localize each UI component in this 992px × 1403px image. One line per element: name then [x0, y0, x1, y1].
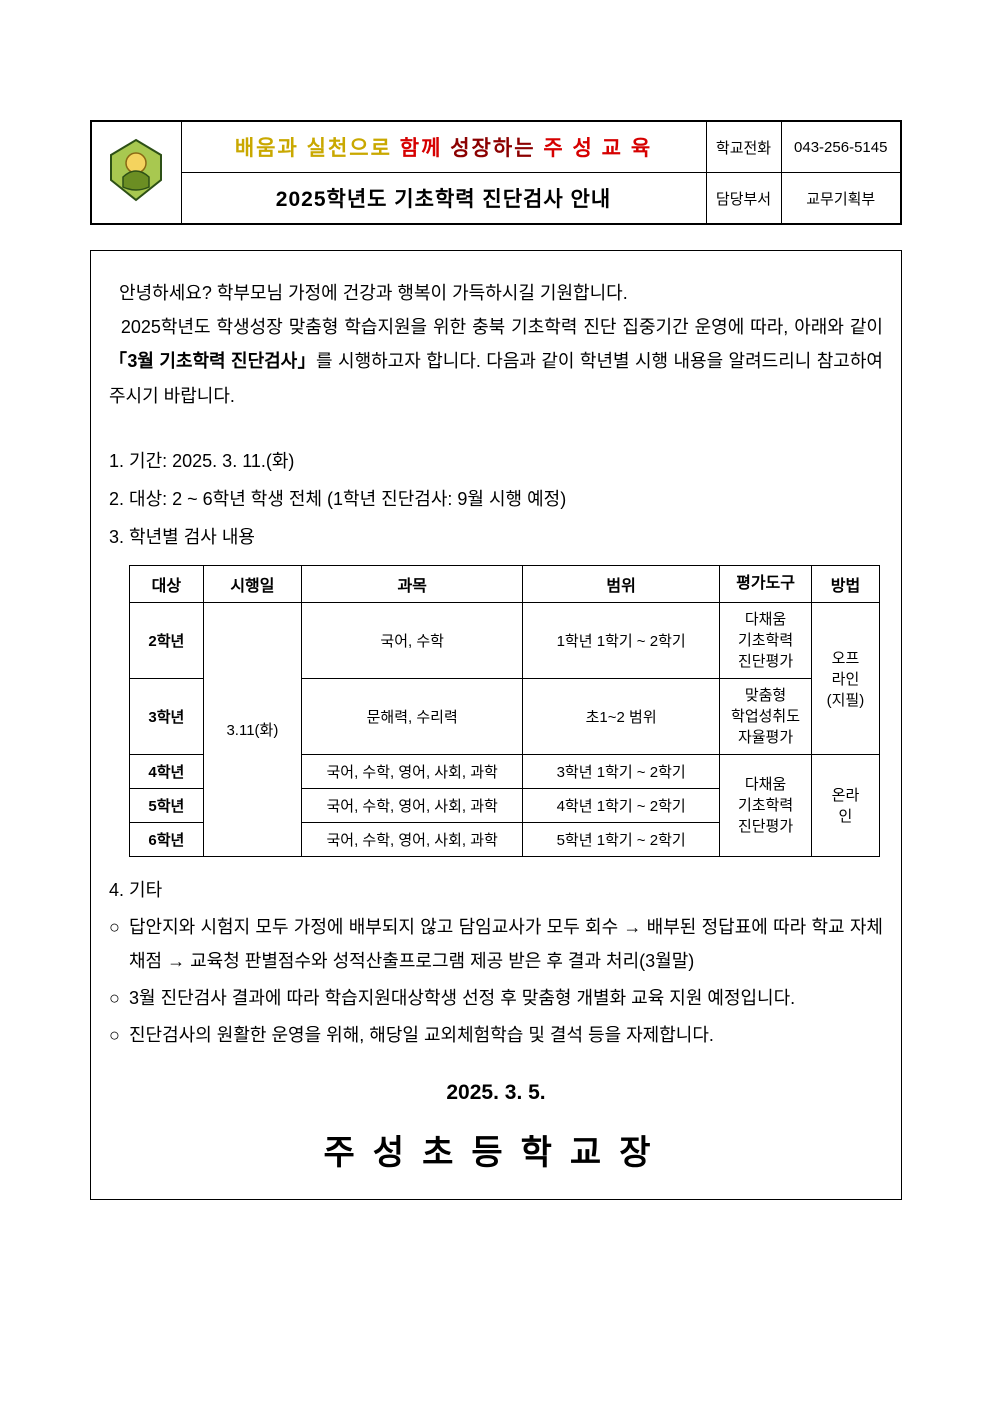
- cell-range: 초1~2 범위: [523, 678, 720, 754]
- note-text: 답안지와 시험지 모두 가정에 배부되지 않고 담임교사가 모두 회수 → 배부…: [129, 910, 883, 978]
- slogan-part1: 배움과 실천으로: [235, 137, 392, 160]
- slogan-part4: 주 성 교 육: [543, 137, 652, 160]
- cell-method: 오프 라인 (지필): [812, 602, 880, 754]
- cell-range: 4학년 1학기 ~ 2학기: [523, 788, 720, 822]
- document-title: 2025학년도 기초학력 진단검사 안내: [181, 173, 706, 225]
- th-date: 시행일: [203, 565, 301, 602]
- cell-target: 3학년: [130, 678, 204, 754]
- cell-tool: 다채움 기초학력 진단평가: [719, 602, 811, 678]
- th-method: 방법: [812, 565, 880, 602]
- signature: 주성초등학교장: [109, 1125, 883, 1174]
- cell-range: 5학년 1학기 ~ 2학기: [523, 822, 720, 856]
- cell-subject: 국어, 수학, 영어, 사회, 과학: [302, 822, 523, 856]
- section-3: 3. 학년별 검사 내용: [109, 519, 883, 555]
- intro-line2a: 2025학년도 학생성장 맞춤형 학습지원을 위한 충북 기초학력 진단 집중기…: [121, 317, 883, 337]
- grade-test-table: 대상 시행일 과목 범위 평가도구 방법 2학년 3.11(화) 국어, 수학 …: [129, 565, 880, 857]
- intro-emphasis: 「3월 기초학력 진단검사」: [109, 351, 316, 371]
- note-text: 3월 진단검사 결과에 따라 학습지원대상학생 선정 후 맞춤형 개별화 교육 …: [129, 981, 883, 1015]
- list-section: 1. 기간: 2025. 3. 11.(화) 2. 대상: 2 ~ 6학년 학생…: [109, 443, 883, 555]
- intro-paragraph: 안녕하세요? 학부모님 가정에 건강과 행복이 가득하시길 기원합니다. 202…: [109, 276, 883, 413]
- section-1: 1. 기간: 2025. 3. 11.(화): [109, 443, 883, 479]
- th-subject: 과목: [302, 565, 523, 602]
- slogan-part2: 함께: [400, 137, 443, 160]
- logo-cell: [91, 121, 181, 224]
- cell-method: 온라 인: [812, 754, 880, 856]
- table-row: 2학년 3.11(화) 국어, 수학 1학년 1학기 ~ 2학기 다채움 기초학…: [130, 602, 880, 678]
- slogan: 배움과 실천으로 함께 성장하는 주 성 교 육: [181, 121, 706, 173]
- footer-date: 2025. 3. 5.: [109, 1081, 883, 1105]
- school-logo-icon: [101, 135, 171, 205]
- cell-subject: 국어, 수학, 영어, 사회, 과학: [302, 788, 523, 822]
- cell-subject: 국어, 수학, 영어, 사회, 과학: [302, 754, 523, 788]
- cell-range: 3학년 1학기 ~ 2학기: [523, 754, 720, 788]
- section-4-heading: 4. 기타: [109, 872, 883, 908]
- dept-value: 교무기획부: [781, 173, 901, 225]
- cell-tool: 맞춤형 학업성취도 자율평가: [719, 678, 811, 754]
- cell-target: 4학년: [130, 754, 204, 788]
- intro-line1: 안녕하세요? 학부모님 가정에 건강과 행복이 가득하시길 기원합니다.: [119, 283, 628, 303]
- notes-section: ○ 답안지와 시험지 모두 가정에 배부되지 않고 담임교사가 모두 회수 → …: [109, 910, 883, 1053]
- note-text: 진단검사의 원활한 운영을 위해, 해당일 교외체험학습 및 결석 등을 자제합…: [129, 1018, 883, 1052]
- dept-label: 담당부서: [706, 173, 781, 225]
- table-header-row: 대상 시행일 과목 범위 평가도구 방법: [130, 565, 880, 602]
- cell-tool: 다채움 기초학력 진단평가: [719, 754, 811, 856]
- header-table: 배움과 실천으로 함께 성장하는 주 성 교 육 학교전화 043-256-51…: [90, 120, 902, 225]
- cell-date: 3.11(화): [203, 602, 301, 856]
- bullet-icon: ○: [109, 910, 129, 978]
- slogan-part3: 성장하는: [450, 137, 535, 160]
- th-target: 대상: [130, 565, 204, 602]
- phone-value: 043-256-5145: [781, 121, 901, 173]
- phone-label: 학교전화: [706, 121, 781, 173]
- section-4: 4. 기타: [109, 872, 883, 908]
- note-item: ○ 답안지와 시험지 모두 가정에 배부되지 않고 담임교사가 모두 회수 → …: [109, 910, 883, 978]
- th-range: 범위: [523, 565, 720, 602]
- cell-target: 5학년: [130, 788, 204, 822]
- cell-subject: 문해력, 수리력: [302, 678, 523, 754]
- cell-range: 1학년 1학기 ~ 2학기: [523, 602, 720, 678]
- section-2: 2. 대상: 2 ~ 6학년 학생 전체 (1학년 진단검사: 9월 시행 예정…: [109, 481, 883, 517]
- cell-target: 6학년: [130, 822, 204, 856]
- th-tool: 평가도구: [719, 565, 811, 602]
- bullet-icon: ○: [109, 1018, 129, 1052]
- bullet-icon: ○: [109, 981, 129, 1015]
- cell-target: 2학년: [130, 602, 204, 678]
- cell-subject: 국어, 수학: [302, 602, 523, 678]
- note-item: ○ 진단검사의 원활한 운영을 위해, 해당일 교외체험학습 및 결석 등을 자…: [109, 1018, 883, 1052]
- main-content-box: 안녕하세요? 학부모님 가정에 건강과 행복이 가득하시길 기원합니다. 202…: [90, 250, 902, 1200]
- note-item: ○ 3월 진단검사 결과에 따라 학습지원대상학생 선정 후 맞춤형 개별화 교…: [109, 981, 883, 1015]
